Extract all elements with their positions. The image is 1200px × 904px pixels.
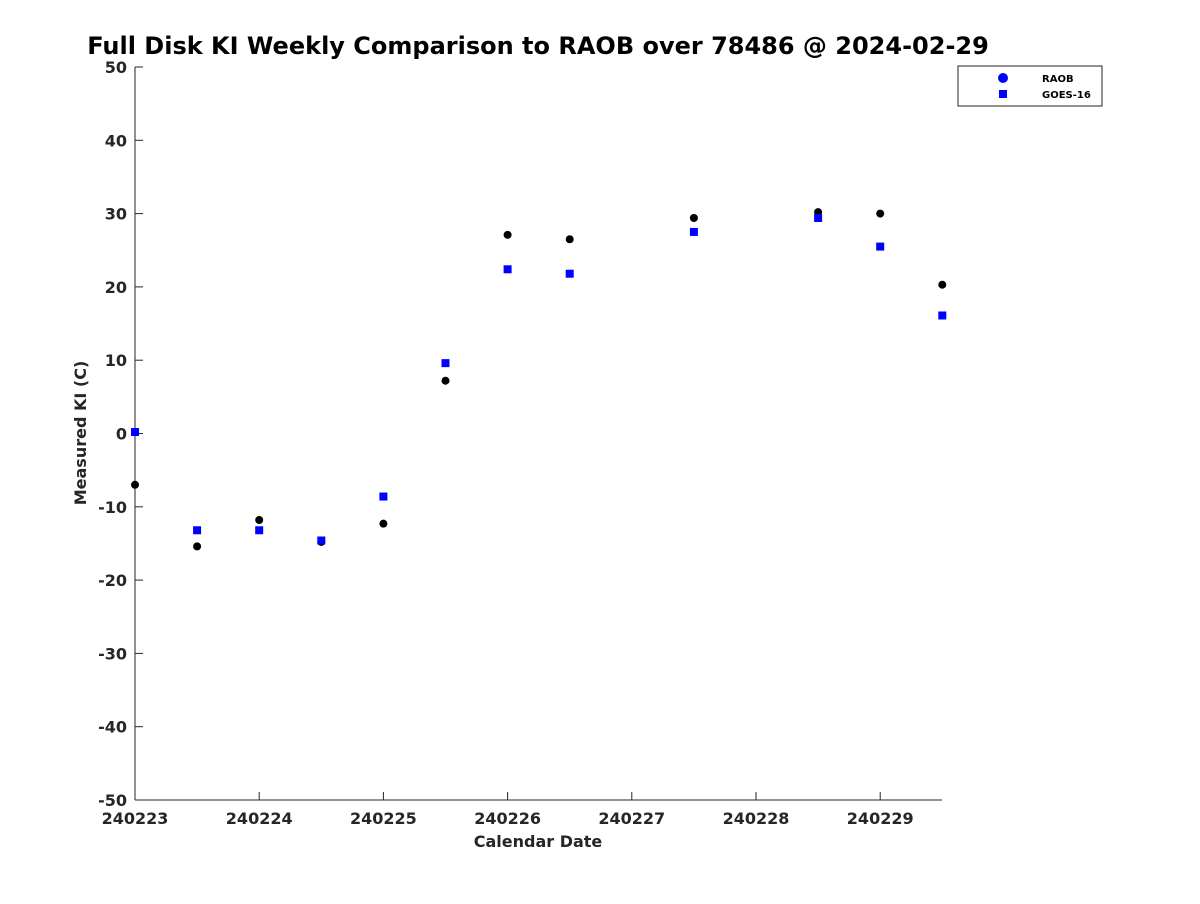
y-tick-label: -50 xyxy=(98,791,127,810)
goes-16-point xyxy=(441,359,450,368)
legend-box xyxy=(957,65,1103,107)
y-ticks: 50 40 30 20 10 0 -10 -20 -30 -40 -50 xyxy=(98,58,143,810)
raob-point xyxy=(938,280,947,289)
goes-16-point xyxy=(131,428,139,437)
chart-title: Full Disk KI Weekly Comparison to RAOB o… xyxy=(87,32,989,60)
x-ticks: 240223 240224 240225 240226 240227 240228 2402… xyxy=(102,792,914,828)
raob-point xyxy=(255,515,264,524)
raob-point xyxy=(131,480,139,489)
y-tick-label: 40 xyxy=(105,131,127,150)
legend-goes-16-marker xyxy=(999,90,1007,98)
legend: RAOB GOES-16 xyxy=(957,65,1103,107)
raob-point xyxy=(441,376,450,385)
goes-16-point xyxy=(379,492,388,501)
legend-raob-marker xyxy=(998,73,1008,83)
y-tick-label: -10 xyxy=(98,498,127,517)
y-tick-label: -30 xyxy=(98,644,127,663)
raob-point xyxy=(379,519,388,528)
y-tick-label: 20 xyxy=(105,278,127,297)
data-points xyxy=(131,208,947,551)
y-axis-label: Measured KI (C) xyxy=(71,361,90,506)
legend-goes-16-label: GOES-16 xyxy=(1042,90,1091,101)
goes-16-point xyxy=(193,526,202,535)
raob-point xyxy=(193,542,202,551)
goes-16-point xyxy=(317,536,326,545)
y-tick-label: 30 xyxy=(105,205,127,224)
goes-16-point xyxy=(565,269,574,278)
goes-16-point xyxy=(814,213,823,222)
raob-point xyxy=(503,230,512,239)
goes-16-point xyxy=(503,265,512,274)
x-tick-label: 240224 xyxy=(226,809,293,828)
legend-items: RAOB GOES-16 xyxy=(998,73,1091,101)
y-tick-label: 0 xyxy=(116,425,127,444)
raob-point xyxy=(565,235,574,244)
y-tick-label: -20 xyxy=(98,571,127,590)
y-tick-label: 10 xyxy=(105,351,127,370)
y-tick-label: -40 xyxy=(98,718,127,737)
goes-16-point xyxy=(255,526,264,535)
goes-16-point xyxy=(938,311,947,320)
x-tick-label: 240223 xyxy=(102,809,169,828)
goes-16-point xyxy=(689,227,698,236)
raob-point xyxy=(689,213,698,222)
x-tick-label: 240227 xyxy=(598,809,665,828)
x-tick-label: 240229 xyxy=(847,809,914,828)
goes-16-point xyxy=(876,242,885,251)
legend-raob-label: RAOB xyxy=(1042,74,1074,85)
plot-area: 240223 240224 240225 240226 240227 240228 2402… xyxy=(98,58,947,828)
raob-point xyxy=(876,209,885,218)
x-tick-label: 240228 xyxy=(723,809,790,828)
x-tick-label: 240225 xyxy=(350,809,417,828)
x-axis-label: Calendar Date xyxy=(474,832,603,851)
x-tick-label: 240226 xyxy=(474,809,541,828)
y-tick-label: 50 xyxy=(105,58,127,77)
